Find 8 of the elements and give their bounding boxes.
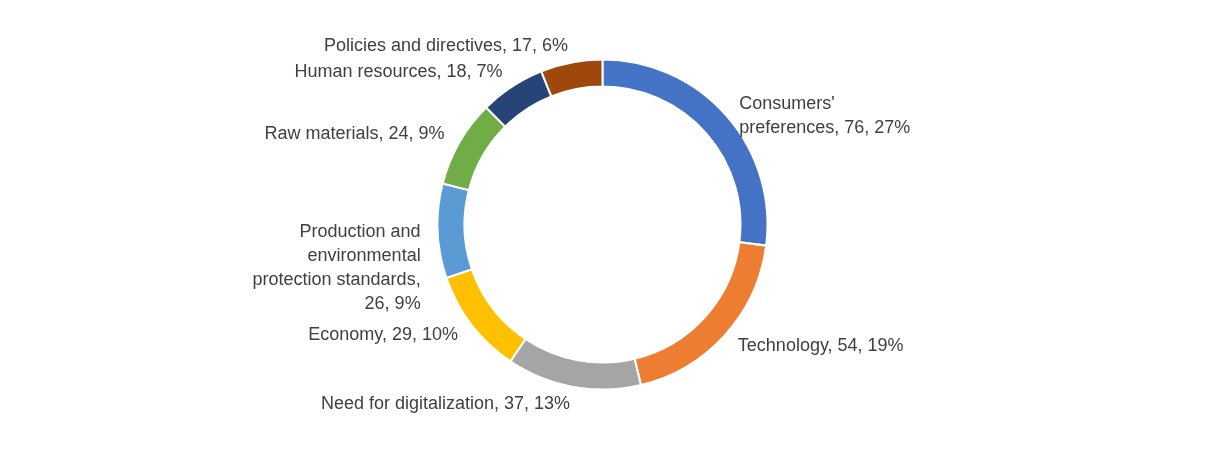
slice-label: Need for digitalization, 37, 13% [320, 392, 571, 413]
slice-label: Production and environmental protection standards, 26, 9% [252, 220, 421, 313]
slice-label: Human resources, 18, 7% [294, 61, 503, 82]
slice-label: Technology, 54, 19% [737, 335, 904, 356]
slice-label: Economy, 29, 10% [308, 324, 459, 345]
slice-label: Policies and directives, 17, 6% [323, 34, 569, 55]
slice-label: Consumers' preferences, 76, 27% [739, 93, 911, 138]
slice-label: Raw materials, 24, 9% [264, 123, 445, 144]
